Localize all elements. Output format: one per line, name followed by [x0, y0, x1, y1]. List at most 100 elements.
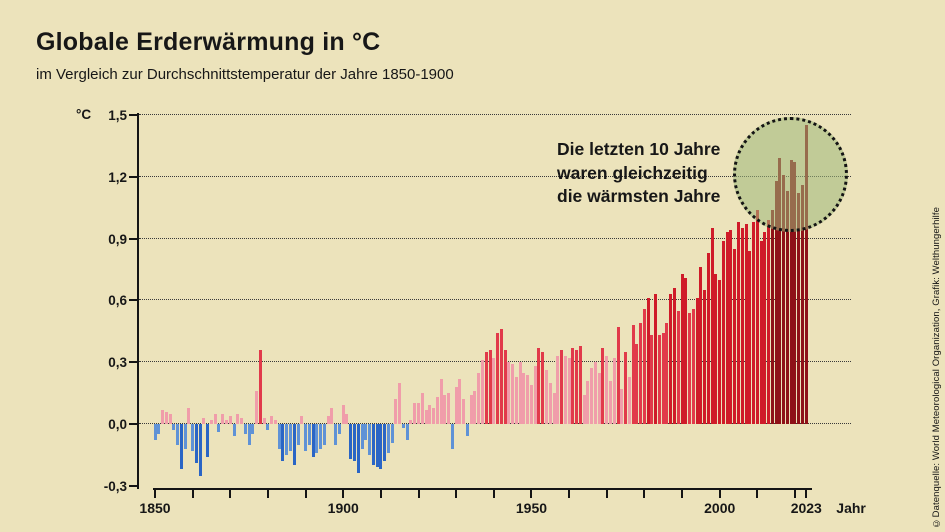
- temperature-bar: [556, 356, 560, 424]
- x-axis-title: Jahr: [836, 500, 866, 516]
- temperature-bar: [232, 424, 236, 437]
- x-tick-mark: [756, 490, 759, 498]
- temperature-bar: [785, 191, 789, 424]
- temperature-bar: [206, 424, 210, 457]
- temperature-bar: [518, 362, 522, 424]
- temperature-bar: [304, 424, 308, 451]
- temperature-bar: [477, 372, 481, 424]
- temperature-bar: [801, 185, 805, 424]
- x-tick-mark: [455, 490, 458, 498]
- x-tick-mark: [643, 490, 646, 498]
- temperature-bar: [187, 407, 191, 424]
- temperature-bar: [198, 424, 202, 476]
- temperature-bar: [243, 424, 247, 435]
- temperature-bar: [507, 362, 511, 424]
- credit-text: ©Datenquelle: World Meteorological Organ…: [931, 206, 942, 528]
- temperature-bar: [691, 308, 695, 424]
- x-tick-label: 2023: [790, 500, 822, 516]
- temperature-bar: [488, 349, 492, 424]
- temperature-bar: [161, 409, 165, 424]
- temperature-bar: [703, 290, 707, 424]
- x-tick-mark: [793, 490, 796, 498]
- temperature-bar: [533, 366, 537, 424]
- temperature-bar: [292, 424, 296, 466]
- temperature-bar: [179, 424, 183, 470]
- temperature-bar: [375, 424, 379, 468]
- temperature-bar: [586, 380, 590, 424]
- annotation-line-2: waren gleichzeitig: [557, 162, 708, 183]
- temperature-bar: [676, 310, 680, 424]
- temperature-bar: [266, 424, 270, 431]
- temperature-bar: [176, 424, 180, 445]
- temperature-bar: [725, 232, 729, 424]
- temperature-bar: [379, 424, 383, 470]
- temperature-bar: [435, 397, 439, 424]
- page-title: Globale Erderwärmung in °C: [36, 28, 381, 56]
- y-tick-label: 0,6: [108, 293, 127, 309]
- temperature-bar: [575, 349, 579, 424]
- temperature-bar: [514, 376, 518, 424]
- x-tick-mark: [417, 490, 420, 498]
- temperature-bar: [311, 424, 315, 457]
- temperature-bar: [307, 424, 311, 445]
- temperature-bar: [605, 356, 609, 424]
- temperature-bar: [612, 358, 616, 424]
- temperature-bar: [657, 335, 661, 424]
- temperature-bar: [236, 413, 240, 424]
- annotation-line-1: Die letzten 10 Jahre: [557, 139, 721, 159]
- temperature-bar: [578, 345, 582, 424]
- temperature-bar: [225, 419, 229, 424]
- temperature-bar: [665, 323, 669, 424]
- y-tick-mark: [129, 423, 138, 425]
- x-tick-mark: [304, 490, 307, 498]
- temperature-bar: [718, 279, 722, 424]
- y-tick-label: 1,5: [108, 108, 127, 123]
- temperature-bar: [364, 424, 368, 441]
- temperature-bar: [560, 349, 564, 424]
- temperature-bar: [439, 378, 443, 424]
- temperature-bar: [469, 395, 473, 424]
- temperature-bar: [194, 424, 198, 464]
- temperature-bar: [409, 419, 413, 424]
- temperature-bar: [443, 395, 447, 424]
- temperature-bar: [537, 347, 541, 424]
- temperature-bar: [420, 393, 424, 424]
- temperature-bar: [450, 424, 454, 449]
- temperature-bar: [473, 391, 477, 424]
- x-tick-mark: [379, 490, 382, 498]
- temperature-bar: [296, 424, 300, 445]
- temperature-bar: [593, 362, 597, 424]
- temperature-bar: [529, 384, 533, 424]
- y-axis-line: [137, 113, 139, 489]
- temperature-bar: [360, 424, 364, 449]
- temperature-bar: [699, 267, 703, 424]
- temperature-bar: [714, 273, 718, 424]
- temperature-bar: [326, 415, 330, 424]
- temperature-bar: [462, 399, 466, 424]
- temperature-bar: [405, 424, 409, 441]
- x-axis-line: [153, 488, 812, 490]
- temperature-bar: [729, 230, 733, 424]
- temperature-bar: [386, 424, 390, 453]
- temperature-bar: [770, 209, 774, 424]
- temperature-bar: [797, 193, 801, 424]
- temperature-bar: [627, 376, 631, 424]
- x-tick-mark: [492, 490, 495, 498]
- temperature-bar: [492, 358, 496, 424]
- temperature-bar: [341, 405, 345, 424]
- temperature-bar: [635, 343, 639, 424]
- temperature-bar: [191, 424, 195, 451]
- temperature-bar: [217, 424, 221, 433]
- temperature-bar: [428, 405, 432, 424]
- temperature-bar: [654, 294, 658, 424]
- temperature-bar: [642, 308, 646, 424]
- temperature-bar: [202, 417, 206, 424]
- temperature-bar: [571, 347, 575, 424]
- temperature-bar: [740, 228, 744, 424]
- x-tick-mark: [605, 490, 608, 498]
- temperature-bar: [789, 160, 793, 424]
- temperature-bar: [213, 413, 217, 424]
- temperature-bar: [153, 424, 157, 441]
- x-tick-mark: [342, 490, 345, 498]
- temperature-bar: [748, 250, 752, 424]
